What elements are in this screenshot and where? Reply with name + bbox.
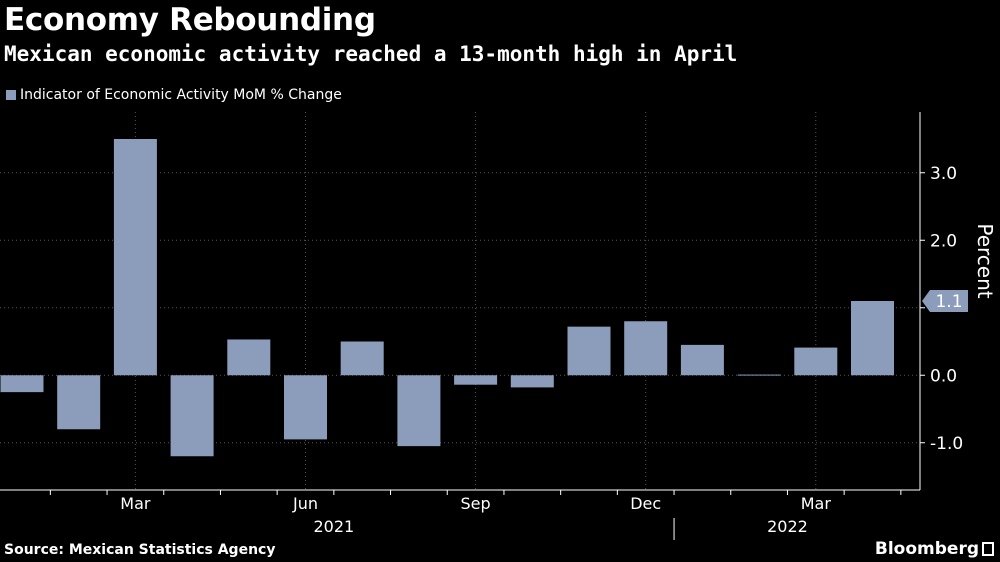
y-tick-label: 2.0 (930, 231, 957, 251)
y-tick-label: -1.0 (930, 434, 963, 454)
year-label: 2021 (313, 517, 354, 536)
bar (624, 321, 668, 376)
bar (567, 326, 611, 376)
brand-name: Bloomberg (874, 539, 979, 559)
legend: Indicator of Economic Activity MoM % Cha… (6, 87, 342, 103)
bar (510, 375, 554, 388)
bar (737, 374, 781, 376)
bar (397, 375, 441, 447)
bar (170, 375, 214, 457)
x-tick-label: Jun (292, 494, 318, 513)
x-tick-label: Dec (630, 494, 661, 513)
legend-label: Indicator of Economic Activity MoM % Cha… (20, 87, 342, 103)
bar (340, 341, 384, 376)
brand-mark-icon (982, 542, 994, 556)
y-axis-title: Percent (973, 223, 997, 298)
legend-swatch (6, 90, 16, 100)
source-note: Source: Mexican Statistics Agency (4, 542, 276, 558)
bar (113, 139, 157, 376)
bar (680, 344, 724, 376)
y-tick-label: 0.0 (930, 366, 957, 386)
chart-subtitle: Mexican economic activity reached a 13-m… (4, 42, 738, 66)
last-value-callout (922, 290, 968, 312)
year-label: 2022 (767, 517, 808, 536)
bar (57, 375, 101, 430)
bar (284, 375, 327, 440)
x-tick-label: Mar (120, 494, 151, 513)
bar (851, 301, 894, 376)
x-tick-label: Sep (461, 494, 491, 513)
last-value-label: 1.1 (935, 292, 962, 312)
bar (794, 347, 838, 376)
y-tick-label: 3.0 (930, 164, 957, 184)
bar (227, 339, 271, 376)
chart-title: Economy Rebounding (4, 2, 376, 38)
x-tick-label: Mar (801, 494, 832, 513)
bar (0, 375, 44, 393)
bar (454, 375, 498, 385)
brand-logo: Bloomberg (875, 539, 994, 559)
